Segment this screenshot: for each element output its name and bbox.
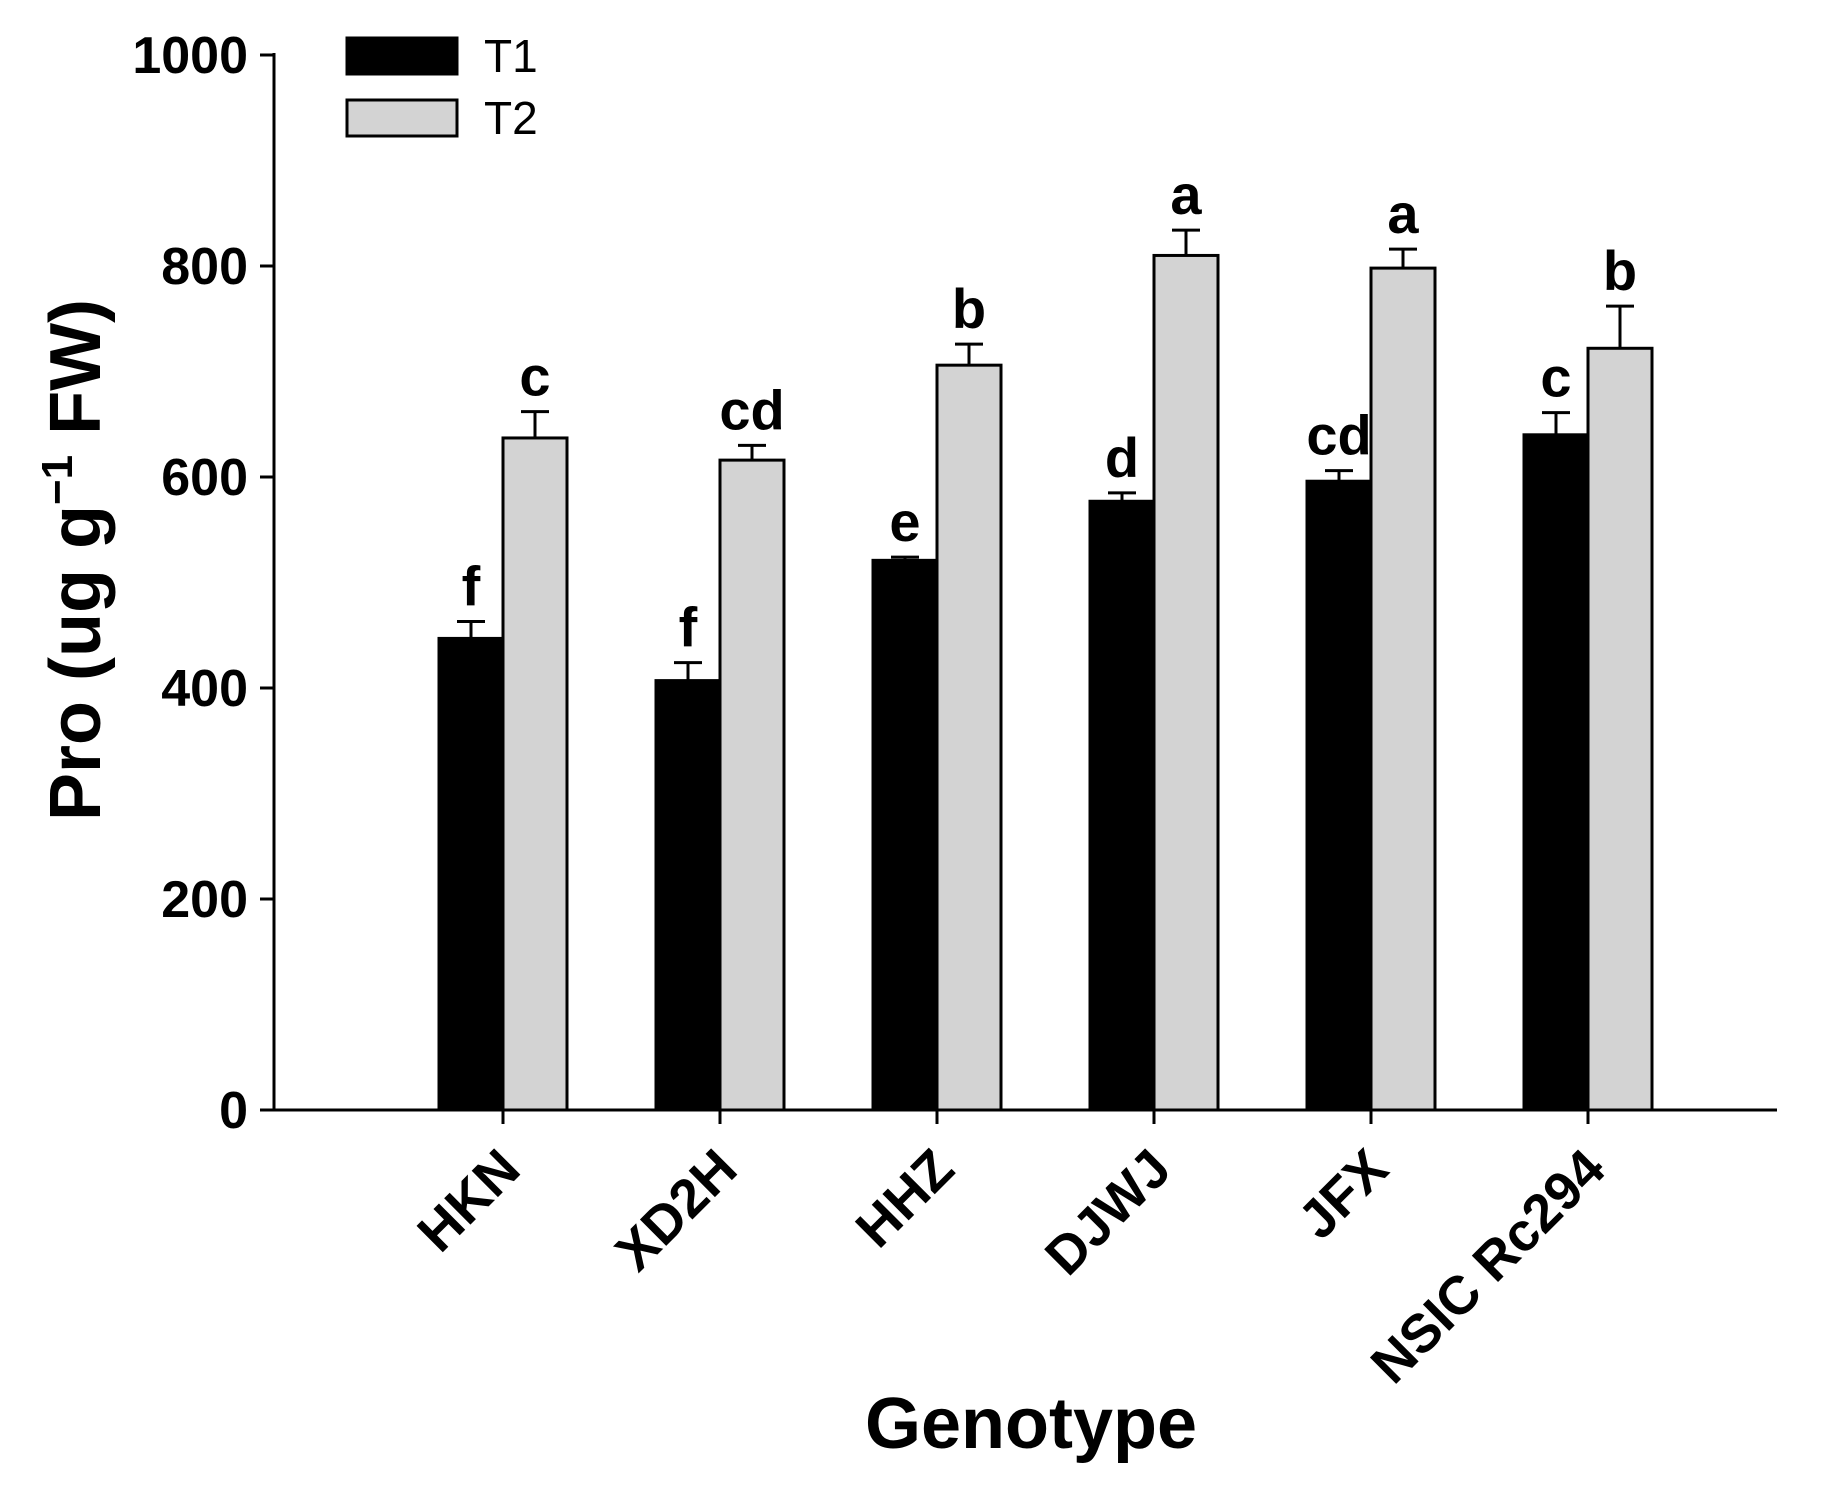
bar-t2	[501, 436, 569, 1112]
bar-t1	[1088, 499, 1156, 1112]
significance-letter: a	[1170, 163, 1202, 226]
y-axis-title-superscript: −1	[33, 455, 82, 505]
significance-letter: b	[1603, 239, 1637, 302]
legend-swatch-t2	[345, 98, 459, 138]
category-label: HHZ	[845, 1138, 966, 1259]
category-label: HKN	[406, 1138, 531, 1263]
y-axis-title-suffix: FW)	[36, 299, 116, 455]
significance-letter: a	[1387, 182, 1419, 245]
category-label: XD2H	[604, 1138, 748, 1282]
bar-t1	[654, 679, 722, 1112]
bar-t2	[935, 363, 1003, 1112]
significance-letter: cd	[719, 378, 784, 441]
significance-letter: c	[519, 345, 550, 408]
y-axis-title-main: Pro (ug g	[36, 505, 116, 821]
significance-letter: cd	[1306, 404, 1371, 467]
significance-letter: e	[889, 490, 920, 553]
significance-letter: d	[1105, 426, 1139, 489]
category-label: NSIC Rc294	[1360, 1138, 1617, 1395]
y-tick-label: 1000	[132, 27, 248, 85]
significance-letter: c	[1540, 346, 1571, 409]
x-axis-title: Genotype	[865, 1384, 1197, 1464]
bar-t2	[1369, 266, 1437, 1112]
bar-t2	[1152, 253, 1220, 1112]
significance-letter: b	[952, 277, 986, 340]
y-tick-label: 800	[161, 238, 248, 296]
y-tick-label: 600	[161, 449, 248, 507]
bar-t1	[1522, 433, 1590, 1112]
y-axis-title: Pro (ug g−1 FW)	[33, 299, 116, 821]
y-tick-label: 0	[219, 1082, 248, 1140]
bar-t1	[437, 636, 505, 1112]
legend-label-t2: T2	[484, 92, 538, 144]
legend-swatch-t1	[345, 36, 459, 76]
svg-text:Pro (ug g−1 FW): Pro (ug g−1 FW)	[33, 299, 116, 821]
y-tick-label: 200	[161, 871, 248, 929]
significance-letter: f	[679, 596, 698, 659]
bar-t2	[718, 458, 786, 1112]
bar-t1	[871, 558, 939, 1112]
legend-label-t1: T1	[484, 30, 538, 82]
bar-t1	[1305, 479, 1373, 1112]
y-tick-label: 400	[161, 660, 248, 718]
bar-t2	[1586, 346, 1654, 1112]
category-label: DJWJ	[1034, 1138, 1183, 1287]
significance-letter: f	[462, 555, 481, 618]
bars: f f e d cd c c cd b a a b	[437, 163, 1654, 1112]
category-label: JFX	[1287, 1138, 1399, 1250]
